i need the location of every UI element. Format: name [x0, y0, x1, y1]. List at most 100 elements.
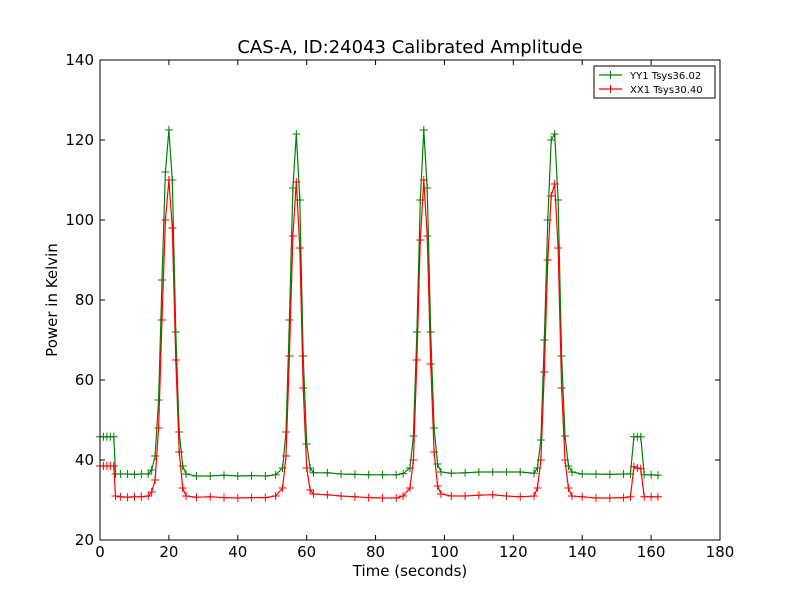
data-point-1-64 [536, 456, 545, 464]
data-point-0-21 [182, 470, 191, 478]
data-point-1-49 [416, 236, 425, 244]
x-axis-label: Time (seconds) [352, 562, 468, 580]
y-tick-label: 80 [75, 291, 94, 309]
data-point-0-41 [350, 470, 359, 479]
data-point-1-42 [364, 493, 373, 502]
legend-label-0: YY1 Tsys36.02 [629, 71, 701, 82]
data-point-0-4 [109, 432, 118, 441]
data-point-0-35 [299, 352, 308, 360]
data-point-0-31 [285, 316, 294, 324]
data-point-0-43 [378, 470, 387, 479]
data-point-0-6 [116, 470, 125, 478]
data-point-1-7 [123, 493, 132, 502]
data-point-1-77 [619, 493, 628, 502]
data-point-1-32 [288, 232, 297, 240]
data-point-0-61 [516, 468, 525, 476]
data-point-0-30 [282, 428, 290, 436]
data-point-1-65 [540, 368, 549, 376]
data-point-0-68 [550, 130, 559, 138]
data-point-1-51 [423, 232, 432, 240]
data-point-1-45 [399, 492, 408, 500]
data-point-1-6 [116, 492, 125, 501]
data-point-0-18 [171, 328, 180, 336]
y-tick-label: 120 [65, 131, 94, 149]
data-point-0-84 [654, 471, 662, 480]
data-point-0-10 [144, 470, 153, 478]
x-tick-label: 0 [95, 543, 105, 561]
data-point-1-55 [437, 490, 445, 498]
data-point-1-28 [271, 492, 280, 500]
data-point-0-13 [154, 396, 163, 404]
data-point-0-23 [206, 472, 215, 480]
data-point-0-59 [488, 468, 497, 476]
data-point-0-70 [557, 352, 566, 360]
data-point-1-75 [592, 494, 600, 502]
data-point-0-65 [540, 336, 549, 344]
data-point-1-82 [640, 492, 649, 501]
data-point-1-19 [175, 448, 184, 456]
data-point-1-10 [144, 492, 153, 500]
data-point-0-39 [323, 468, 332, 477]
data-point-0-76 [605, 470, 614, 479]
data-point-1-66 [543, 256, 552, 264]
data-point-1-83 [647, 492, 656, 501]
data-point-1-44 [392, 494, 401, 502]
data-point-0-73 [567, 468, 576, 476]
data-point-0-16 [164, 126, 173, 134]
data-point-1-26 [247, 493, 256, 502]
series-line-1 [100, 179, 658, 499]
data-point-0-8 [130, 470, 139, 479]
data-point-0-36 [302, 440, 311, 448]
legend: YY1 Tsys36.02 XX1 Tsys30.40 [593, 65, 716, 99]
data-point-0-14 [158, 276, 166, 284]
x-tick-label: 40 [228, 543, 247, 561]
data-point-1-27 [261, 493, 270, 502]
data-point-1-35 [299, 384, 308, 392]
data-point-0-56 [447, 469, 456, 478]
data-point-1-8 [130, 492, 139, 501]
data-point-1-47 [409, 456, 418, 464]
data-point-1-18 [171, 356, 180, 364]
data-point-1-23 [206, 492, 215, 501]
data-point-0-75 [592, 470, 600, 478]
legend-marker-0 [606, 71, 615, 79]
y-tick-label: 140 [65, 51, 94, 69]
data-point-1-56 [447, 492, 456, 500]
data-point-1-71 [561, 456, 569, 464]
y-tick-label: 40 [75, 451, 94, 469]
data-point-1-11 [147, 488, 156, 496]
data-point-1-24 [220, 493, 228, 502]
data-point-1-69 [554, 244, 563, 252]
data-point-0-62 [530, 469, 538, 478]
data-point-1-36 [302, 464, 311, 472]
data-point-1-14 [158, 316, 166, 324]
data-point-1-40 [337, 492, 346, 500]
y-tick-label: 20 [75, 531, 94, 549]
chart-title: CAS-A, ID:24043 Calibrated Amplitude [237, 37, 582, 58]
data-point-1-72 [564, 484, 573, 492]
data-point-0-60 [502, 468, 511, 476]
x-tick-label: 60 [297, 543, 316, 561]
data-point-0-58 [474, 468, 483, 476]
data-point-1-73 [567, 492, 576, 500]
data-point-1-48 [412, 356, 421, 364]
data-point-1-43 [378, 494, 387, 502]
data-point-1-58 [474, 491, 483, 500]
x-tick-label: 160 [637, 543, 666, 561]
data-point-1-70 [557, 384, 566, 392]
data-point-1-62 [530, 492, 538, 500]
data-point-0-24 [220, 471, 228, 480]
series-line-0 [100, 129, 659, 477]
data-point-0-45 [399, 469, 408, 478]
data-point-1-20 [178, 484, 187, 492]
data-point-1-13 [154, 424, 163, 432]
data-point-1-25 [233, 494, 242, 502]
y-tick-label: 100 [65, 211, 94, 229]
data-point-0-28 [271, 470, 280, 479]
data-point-1-29 [278, 484, 287, 492]
data-point-0-15 [161, 168, 170, 176]
data-point-1-22 [192, 493, 201, 502]
data-point-1-34 [295, 244, 304, 252]
data-point-0-50 [419, 126, 428, 134]
